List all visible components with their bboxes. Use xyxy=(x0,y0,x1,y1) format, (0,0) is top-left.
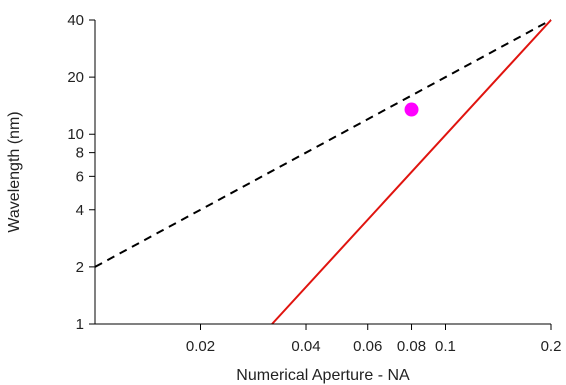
y-tick-label: 20 xyxy=(67,69,84,86)
y-tick-label: 10 xyxy=(67,126,84,143)
x-tick-label: 0.04 xyxy=(291,338,320,355)
x-tick-label: 0.1 xyxy=(435,338,456,355)
x-tick-label: 0.02 xyxy=(186,338,215,355)
plot-area xyxy=(94,19,552,325)
x-axis-title: Numerical Aperture - NA xyxy=(236,367,410,384)
y-tick-label: 8 xyxy=(76,145,84,162)
solid-series-line xyxy=(271,19,552,325)
y-tick-label: 6 xyxy=(76,168,84,185)
x-tick-label: 0.08 xyxy=(397,338,426,355)
y-tick-label: 2 xyxy=(76,259,84,276)
x-tick-label: 0.2 xyxy=(541,338,562,355)
y-axis-title: Wavelength (nm) xyxy=(6,111,23,232)
data-point-marker xyxy=(404,102,419,117)
x-axis-ticks: 0.02 0.04 0.06 0.08 0.1 0.2 xyxy=(186,324,562,355)
y-tick-label: 1 xyxy=(76,316,84,333)
y-tick-label: 4 xyxy=(76,202,84,219)
x-tick-label: 0.06 xyxy=(353,338,382,355)
y-tick-label: 40 xyxy=(67,12,84,29)
dashed-series-line xyxy=(94,19,552,268)
y-axis-ticks: 1 2 4 6 8 10 20 40 xyxy=(67,12,95,333)
